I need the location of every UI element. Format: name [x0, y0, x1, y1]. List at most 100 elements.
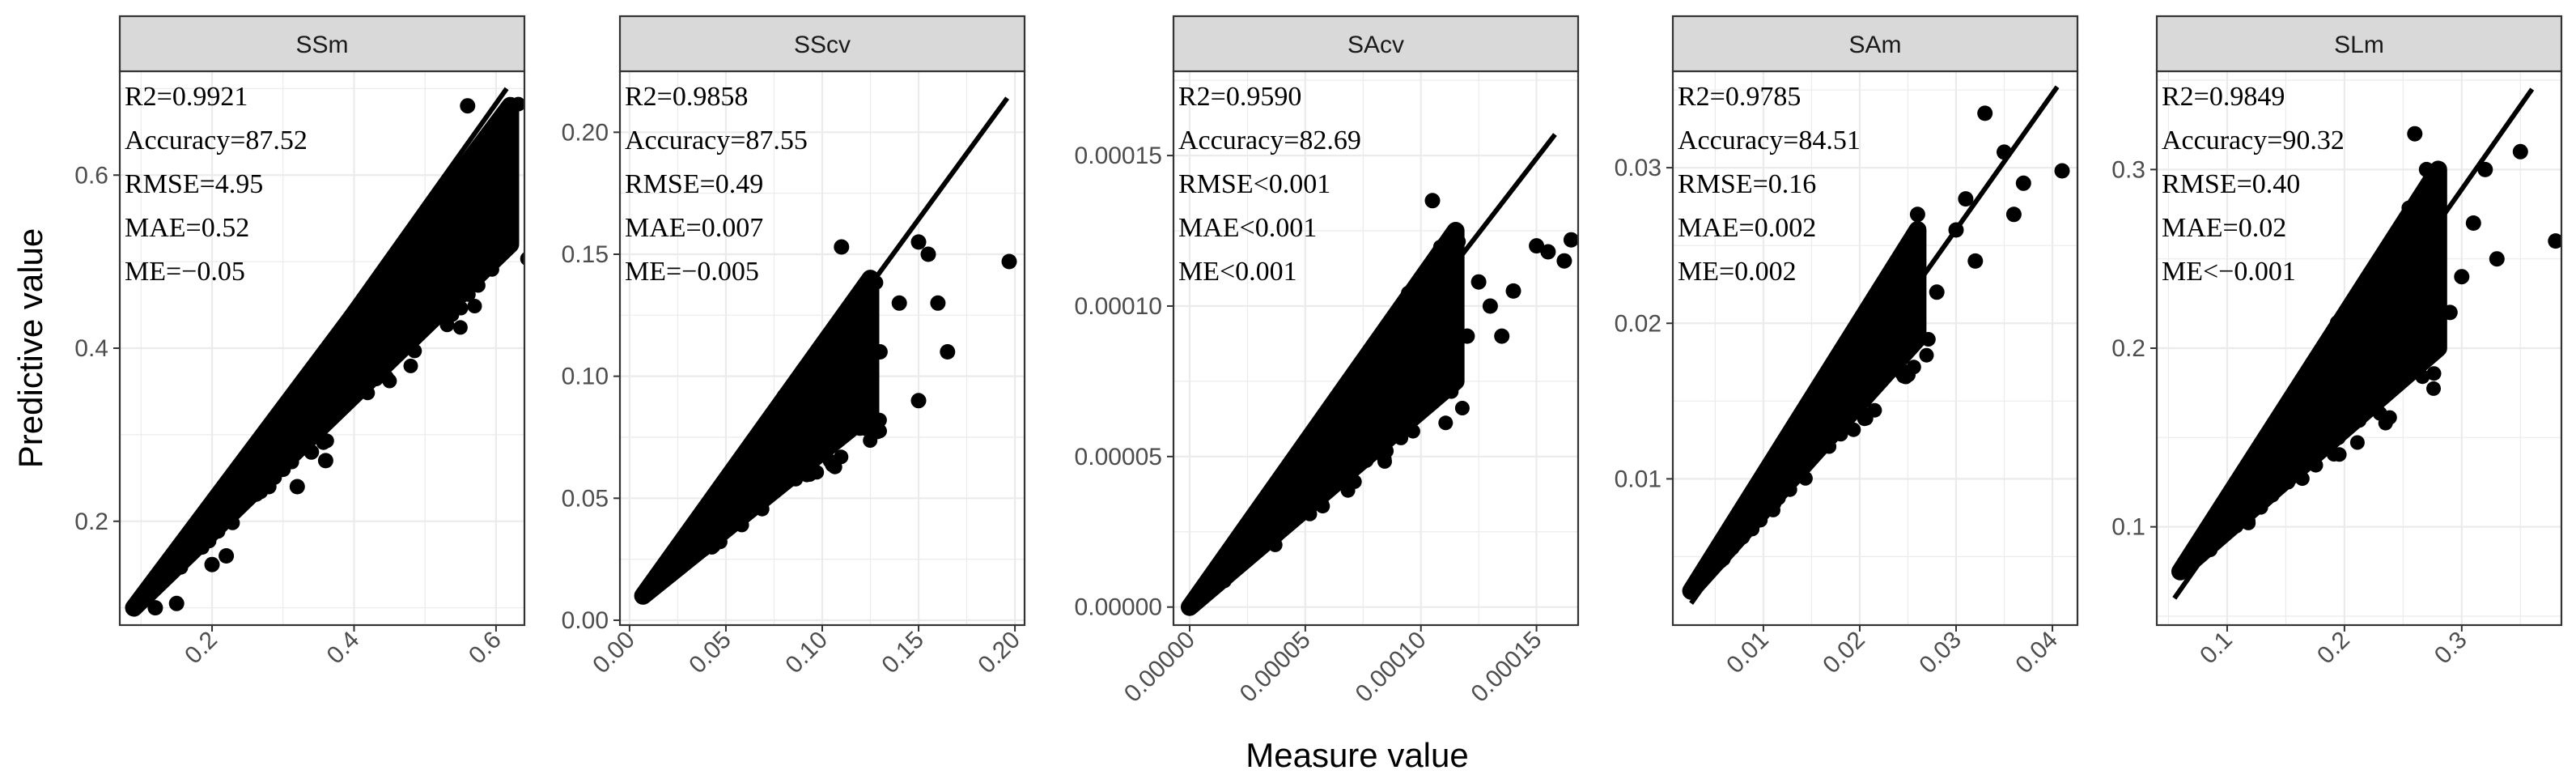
- data-point: [1377, 453, 1392, 469]
- x-tick-label: 0.00000: [1119, 627, 1200, 708]
- data-layer: [2171, 87, 2561, 600]
- data-point: [275, 462, 291, 478]
- data-point: [1459, 328, 1475, 344]
- data-point: [2489, 251, 2505, 267]
- data-point: [1737, 503, 1752, 518]
- data-point: [2261, 435, 2277, 450]
- data-point: [484, 262, 499, 277]
- data-point: [147, 600, 163, 616]
- data-point: [834, 239, 850, 255]
- x-tick-label: 0.00015: [1466, 627, 1547, 708]
- stat-annotation: R2=0.9785: [1678, 82, 1801, 112]
- data-point: [2347, 295, 2362, 309]
- data-point: [467, 299, 482, 313]
- stat-annotation: RMSE=0.49: [625, 169, 763, 199]
- x-tick-label: 0.10: [780, 627, 833, 679]
- data-point: [1451, 234, 1466, 249]
- data-point: [2294, 471, 2310, 487]
- data-point: [1399, 302, 1415, 317]
- data-point: [2349, 435, 2365, 450]
- data-point: [2253, 500, 2268, 515]
- data-point: [821, 349, 836, 364]
- data-point: [1833, 427, 1848, 442]
- y-tick-label: 0.00000: [1075, 594, 1162, 621]
- y-tick-label: 0.20: [562, 119, 609, 146]
- facet-strip-label: SLm: [2334, 32, 2384, 58]
- data-point: [825, 457, 840, 473]
- data-point: [1759, 466, 1775, 482]
- data-point: [1797, 470, 1813, 486]
- data-point: [870, 424, 885, 440]
- data-point: [1505, 283, 1521, 299]
- data-layer: [1682, 85, 2070, 605]
- data-point: [1778, 480, 1793, 496]
- x-axis-title: Measure value: [1246, 736, 1468, 774]
- data-point: [261, 479, 277, 495]
- fit-line: [132, 87, 509, 614]
- data-point: [470, 278, 486, 293]
- data-point: [2331, 430, 2346, 445]
- stat-annotation: ME<0.001: [1178, 257, 1297, 287]
- y-axis-title: Predictive value: [11, 228, 49, 468]
- data-point: [2418, 161, 2434, 177]
- data-point: [1846, 422, 1861, 437]
- data-point: [1909, 206, 1925, 223]
- data-point: [910, 393, 927, 409]
- stat-annotation: R2=0.9921: [125, 82, 248, 112]
- data-point: [1894, 266, 1909, 281]
- data-point: [668, 564, 682, 579]
- data-point: [503, 115, 518, 131]
- data-point: [2264, 487, 2280, 503]
- data-point: [2430, 251, 2447, 267]
- data-point: [1768, 449, 1784, 464]
- stat-annotation: MAE=0.52: [125, 213, 249, 243]
- x-tick-label: 0.01: [1721, 627, 1774, 679]
- data-point: [2421, 197, 2436, 211]
- x-tick-label: 0.05: [684, 627, 736, 679]
- stat-annotation: RMSE=0.40: [2162, 169, 2300, 199]
- data-point: [225, 515, 240, 530]
- data-point: [2229, 518, 2244, 534]
- data-point: [168, 595, 185, 611]
- stat-annotation: ME=−0.05: [125, 257, 245, 287]
- data-point: [788, 471, 804, 487]
- data-point: [1920, 332, 1936, 347]
- data-point: [803, 460, 818, 474]
- data-point: [1872, 288, 1887, 304]
- data-point: [1861, 313, 1877, 329]
- data-point: [712, 534, 728, 550]
- y-tick-label: 0.00010: [1075, 293, 1162, 320]
- data-point: [289, 479, 305, 495]
- data-point: [1340, 483, 1356, 498]
- data-point: [439, 317, 455, 333]
- x-tick-label: 0.02: [1818, 627, 1870, 679]
- data-point: [1903, 240, 1919, 255]
- data-point: [2326, 447, 2341, 462]
- x-tick-label: 0.1: [2195, 627, 2238, 670]
- panel-sacv: SAcv R2=0.9590 Accuracy=82.69 RMSE<0.001 MAE…: [1075, 15, 1580, 708]
- x-tick-label: 0.2: [180, 627, 223, 670]
- data-point: [1482, 298, 1498, 314]
- stat-annotation: Accuracy=90.32: [2162, 126, 2345, 155]
- data-point: [2054, 163, 2070, 179]
- data-point: [452, 320, 468, 335]
- data-point: [1470, 274, 1487, 290]
- data-point: [499, 135, 515, 151]
- y-tick-label: 0.10: [562, 364, 609, 390]
- stat-annotation: MAE=0.002: [1678, 213, 1816, 243]
- data-point: [1270, 527, 1285, 543]
- data-point: [1438, 415, 1454, 431]
- data-point: [2465, 215, 2481, 231]
- data-point: [1835, 350, 1850, 365]
- data-point: [930, 295, 946, 311]
- facet-strip: [2155, 15, 2563, 73]
- facet-strip-label: SAcv: [1347, 32, 1404, 58]
- data-point: [1771, 491, 1786, 505]
- data-point: [303, 444, 320, 460]
- data-point: [204, 556, 220, 572]
- stat-annotation: Accuracy=84.51: [1678, 126, 1861, 155]
- facet-strip: [618, 15, 1026, 73]
- panel-ssm: SSm R2=0.9921 Accuracy=87.52 RMSE=4.95 MAE=0…: [74, 15, 526, 670]
- stat-annotation: R2=0.9590: [1178, 82, 1301, 112]
- data-point: [1001, 253, 1017, 270]
